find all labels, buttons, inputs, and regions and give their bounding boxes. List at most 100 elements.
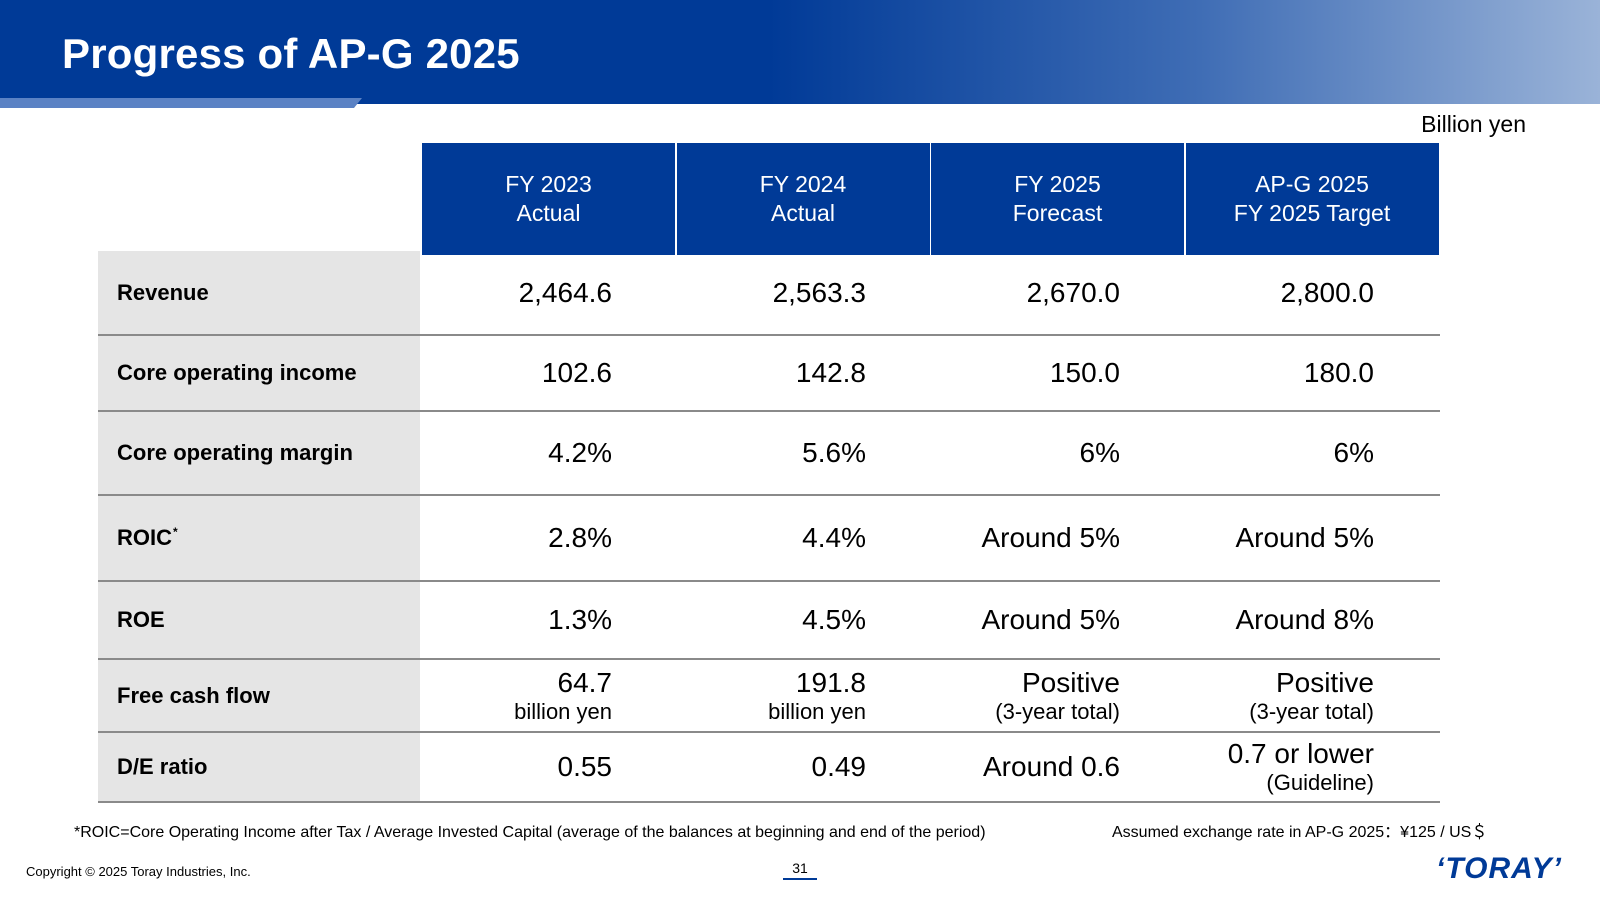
table-header-row: FY 2023 Actual FY 2024 Actual FY 2025 Fo… [422, 143, 1440, 255]
cell-value: Positive [1275, 666, 1374, 698]
cell-value: 0.49 [811, 751, 867, 782]
cell-subtext: (3-year total) [995, 698, 1120, 724]
table-cell: 6% [1182, 412, 1436, 494]
column-header-line1: FY 2025 [1014, 171, 1101, 197]
cell-value: 2,670.0 [1026, 276, 1120, 308]
table-cell: Around 0.6 [928, 733, 1182, 801]
page-number: 31 [783, 860, 817, 880]
exchange-rate-note: Assumed exchange rate in AP-G 2025：¥125 … [1112, 824, 1488, 841]
row-label: Core operating income [98, 336, 420, 410]
roic-footnote: *ROIC=Core Operating Income after Tax / … [74, 824, 986, 841]
table-cell: 6% [928, 412, 1182, 494]
table-cell: 191.8 billion yen [674, 660, 928, 731]
column-header-line2: Forecast [1012, 200, 1103, 226]
table-cell: 2,464.6 [420, 251, 674, 334]
cell-value: 4.4% [802, 522, 866, 553]
table-row: ROIC * 2.8% 4.4% Around 5% Around 5% [98, 496, 1440, 582]
cell-value: 4.2% [548, 437, 612, 468]
cell-value: 2,464.6 [518, 276, 612, 308]
cell-value: 2,563.3 [772, 276, 866, 308]
cell-value: 142.8 [795, 357, 866, 388]
row-label-text: Revenue [117, 279, 209, 305]
row-label: Revenue [98, 251, 420, 334]
row-label-text: Core operating margin [117, 440, 353, 465]
column-header-line1: AP-G 2025 [1255, 171, 1369, 197]
table-cell: 0.55 [420, 733, 674, 801]
cell-subtext: billion yen [514, 698, 612, 724]
cell-subtext: (Guideline) [1266, 770, 1374, 795]
table-cell: 4.4% [674, 496, 928, 580]
cell-value: Around 5% [981, 604, 1120, 635]
cell-value: 64.7 [557, 666, 613, 698]
header-banner [0, 0, 1600, 104]
table-cell: 4.2% [420, 412, 674, 494]
row-label: D/E ratio [98, 733, 420, 801]
table-row: Free cash flow 64.7 billion yen 191.8 bi… [98, 660, 1440, 733]
column-header-fy2023: FY 2023 Actual [422, 143, 675, 255]
table-cell: 0.7 or lower (Guideline) [1182, 733, 1436, 801]
table-cell: 2.8% [420, 496, 674, 580]
cell-subtext: billion yen [768, 698, 866, 724]
cell-value: 0.55 [557, 751, 613, 782]
unit-label: Billion yen [1421, 111, 1526, 137]
column-header-fy2024: FY 2024 Actual [676, 143, 930, 255]
cell-value: 2.8% [548, 522, 612, 553]
column-header-line2: FY 2025 Target [1233, 200, 1391, 226]
row-label-text: Core operating income [117, 360, 357, 385]
row-label-text: Free cash flow [117, 682, 270, 708]
column-header-line2: Actual [516, 200, 581, 226]
logo-text: TORAY [1445, 852, 1553, 885]
table-cell: Around 5% [928, 582, 1182, 658]
table-cell: 180.0 [1182, 336, 1436, 410]
table-cell: Positive (3-year total) [928, 660, 1182, 731]
cell-subtext: (3-year total) [1249, 698, 1374, 724]
column-header-line1: FY 2024 [759, 171, 847, 197]
cell-value: 180.0 [1303, 357, 1374, 388]
cell-value: 5.6% [802, 437, 866, 468]
cell-value: 6% [1333, 437, 1374, 468]
table-cell: 2,670.0 [928, 251, 1182, 334]
row-label-text: D/E ratio [117, 754, 208, 779]
table-cell: 2,800.0 [1182, 251, 1436, 334]
table-row: Core operating income 102.6 142.8 150.0 … [98, 336, 1440, 412]
footnote-marker: * [173, 525, 178, 539]
row-label: ROIC * [98, 496, 420, 580]
cell-value: 150.0 [1049, 357, 1120, 388]
row-label: ROE [98, 582, 420, 658]
table-cell: 102.6 [420, 336, 674, 410]
table-cell: 0.49 [674, 733, 928, 801]
cell-value: 6% [1079, 437, 1120, 468]
column-header-apg2025-target: AP-G 2025 FY 2025 Target [1185, 143, 1439, 255]
cell-value: Around 5% [981, 522, 1120, 553]
cell-value: 1.3% [548, 604, 612, 635]
table-row: Revenue 2,464.6 2,563.3 2,670.0 2,800.0 [98, 251, 1440, 336]
table-cell: 2,563.3 [674, 251, 928, 334]
row-label-text: ROE [117, 607, 165, 632]
table-cell: 5.6% [674, 412, 928, 494]
table-cell: 150.0 [928, 336, 1182, 410]
page-title: Progress of AP-G 2025 [62, 30, 520, 77]
row-label: Core operating margin [98, 412, 420, 494]
table-cell: 64.7 billion yen [420, 660, 674, 731]
toray-logo: ʻTORAYʼ [1436, 852, 1562, 885]
table-cell: Positive (3-year total) [1182, 660, 1436, 731]
cell-value: Around 0.6 [983, 751, 1120, 782]
copyright-text: Copyright © 2025 Toray Industries, Inc. [26, 864, 251, 879]
table-cell: 1.3% [420, 582, 674, 658]
cell-value: Positive [1021, 666, 1120, 698]
cell-value: Around 8% [1235, 604, 1374, 635]
table-row: D/E ratio 0.55 0.49 Around 0.6 0.7 or lo… [98, 733, 1440, 803]
cell-value: 191.8 [795, 666, 866, 698]
table-cell: 4.5% [674, 582, 928, 658]
cell-value: 0.7 or lower [1227, 738, 1374, 769]
table-row: Core operating margin 4.2% 5.6% 6% 6% [98, 412, 1440, 496]
cell-value: Around 5% [1235, 522, 1374, 553]
table-cell: Around 5% [928, 496, 1182, 580]
cell-value: 2,800.0 [1280, 276, 1374, 308]
header-accent-strip [0, 98, 362, 108]
column-header-fy2025-forecast: FY 2025 Forecast [931, 143, 1184, 255]
cell-value: 102.6 [541, 357, 612, 388]
table-row: ROE 1.3% 4.5% Around 5% Around 8% [98, 582, 1440, 660]
table-cell: 142.8 [674, 336, 928, 410]
row-label-text: ROIC [117, 525, 172, 550]
